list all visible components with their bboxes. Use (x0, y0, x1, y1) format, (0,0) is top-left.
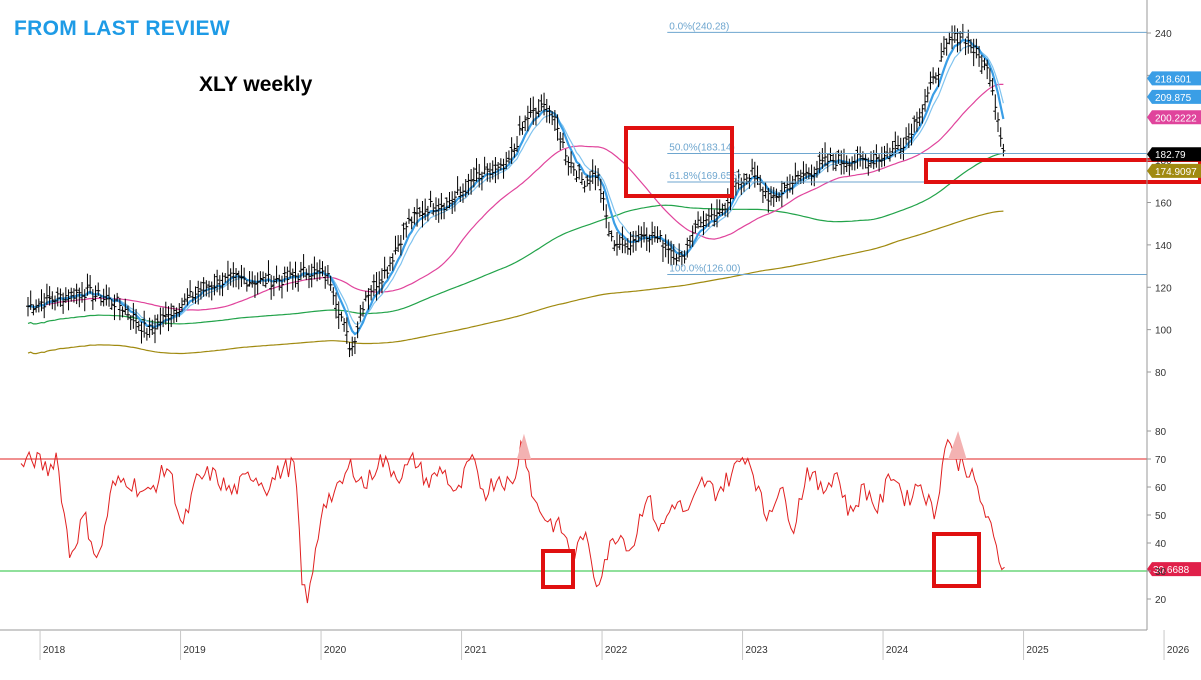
year-label: 2019 (183, 645, 206, 656)
year-label: 2026 (1167, 645, 1190, 656)
last-value-tag (1147, 147, 1201, 162)
year-label: 2024 (886, 645, 909, 656)
last-value-text: 209.875 (1155, 93, 1192, 104)
price-tick-label: 80 (1155, 368, 1167, 379)
rsi-tick-label: 50 (1155, 511, 1167, 522)
year-label: 2023 (745, 645, 768, 656)
highlight-box-fib (624, 126, 734, 198)
price-tick-label: 180 (1155, 156, 1172, 167)
price-tick-label: 160 (1155, 199, 1172, 210)
fib-label: 50.0%(183.14) (669, 142, 735, 153)
last-value-tag (1147, 89, 1201, 104)
last-value-tag (1147, 71, 1201, 86)
year-label: 2020 (324, 645, 347, 656)
ema-slow-line (27, 45, 1004, 326)
rsi-last-tag (1147, 562, 1201, 577)
year-label: 2021 (464, 645, 487, 656)
last-value-text: 200.2222 (1155, 113, 1197, 124)
price-tick-label: 240 (1155, 29, 1172, 40)
rsi-tick-label: 80 (1155, 427, 1167, 438)
rsi-line (20, 438, 1005, 604)
year-label: 2018 (43, 645, 66, 656)
price-tick-label: 120 (1155, 283, 1172, 294)
rsi-overbought-fill (516, 433, 531, 459)
highlight-box-rsi-2022 (541, 549, 575, 589)
year-label: 2025 (1026, 645, 1049, 656)
rsi-last-text: 30.6688 (1153, 565, 1190, 576)
last-value-text: 182.79 (1155, 150, 1186, 161)
last-value-tag (1147, 163, 1201, 178)
ema-fast-line (27, 38, 1005, 336)
fib-label: 100.0%(126.00) (669, 264, 740, 275)
chart-title: XLY weekly (199, 73, 313, 96)
last-value-tag (1147, 110, 1201, 125)
rsi-tick-label: 40 (1155, 539, 1167, 550)
rsi-tick-label: 60 (1155, 483, 1167, 494)
highlight-box-rsi-current (932, 532, 981, 588)
last-value-text: 218.601 (1155, 74, 1192, 85)
last-value-text: 174.9097 (1155, 167, 1197, 178)
year-label: 2022 (605, 645, 628, 656)
rsi-tick-label: 70 (1155, 455, 1167, 466)
price-tick-label: 100 (1155, 326, 1172, 337)
rsi-tick-label: 20 (1155, 595, 1167, 606)
price-tick-label: 140 (1155, 241, 1172, 252)
review-label: FROM LAST REVIEW (14, 17, 230, 40)
ma-pink-line (27, 83, 1004, 311)
rsi-tick-label: 30 (1155, 567, 1167, 578)
ma-olive-line (27, 210, 1004, 355)
rsi-overbought-fill (948, 431, 967, 459)
fib-label: 61.8%(169.655) (669, 171, 740, 182)
ma-green-line (27, 152, 1004, 325)
fib-label: 0.0%(240.28) (669, 21, 729, 32)
